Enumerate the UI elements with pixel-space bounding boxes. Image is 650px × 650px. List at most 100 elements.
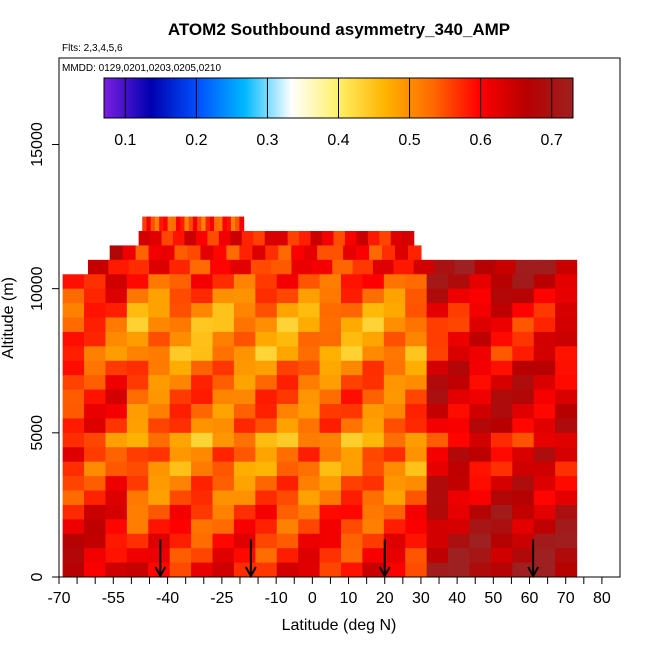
heatmap-cell bbox=[255, 504, 278, 520]
heatmap-cell bbox=[150, 231, 163, 247]
heatmap-cell bbox=[161, 245, 176, 261]
heatmap-cell bbox=[362, 548, 385, 564]
heatmap-cell bbox=[319, 461, 342, 477]
heatmap-cell bbox=[212, 375, 235, 391]
heatmap-cell bbox=[276, 231, 289, 247]
heatmap-cell bbox=[555, 548, 578, 564]
heatmap-cell bbox=[276, 562, 299, 577]
heatmap-cell bbox=[108, 259, 130, 275]
heatmap-cell bbox=[341, 303, 364, 319]
heatmap-cell bbox=[126, 317, 149, 333]
heatmap-cell bbox=[212, 447, 235, 463]
heatmap-cell bbox=[319, 490, 342, 506]
heatmap-cell bbox=[148, 447, 171, 463]
heatmap-cell bbox=[426, 418, 449, 434]
heatmap-cell bbox=[341, 274, 364, 290]
heatmap-cell bbox=[169, 504, 192, 520]
heatmap-cell bbox=[126, 461, 149, 477]
heatmap-cell bbox=[426, 303, 449, 319]
heatmap-cell bbox=[62, 404, 85, 420]
heatmap-cell bbox=[105, 519, 128, 535]
heatmap-cell bbox=[169, 274, 192, 290]
heatmap-cell bbox=[191, 288, 214, 304]
x-tick-label: 10 bbox=[340, 590, 358, 607]
heatmap-cell bbox=[555, 274, 578, 290]
heatmap-cell bbox=[191, 432, 214, 448]
heatmap-cell bbox=[169, 288, 192, 304]
heatmap-cell bbox=[167, 216, 173, 232]
heatmap-cell bbox=[469, 432, 492, 448]
heatmap-cell bbox=[490, 375, 513, 391]
heatmap-cell bbox=[469, 562, 492, 577]
heatmap-cell bbox=[105, 317, 128, 333]
heatmap-cell bbox=[84, 360, 107, 376]
heatmap-cell bbox=[212, 476, 235, 492]
heatmap-cell bbox=[533, 504, 556, 520]
heatmap-cell bbox=[264, 231, 277, 247]
x-tick-label: 20 bbox=[376, 590, 394, 607]
heatmap-cell bbox=[84, 490, 107, 506]
heatmap-cell bbox=[405, 476, 428, 492]
heatmap-cell bbox=[319, 447, 342, 463]
heatmap-cell bbox=[62, 288, 85, 304]
heatmap-cell bbox=[255, 432, 278, 448]
heatmap-cell bbox=[148, 548, 171, 564]
heatmap-cell bbox=[319, 346, 342, 362]
heatmap-cell bbox=[212, 533, 235, 549]
heatmap-cell bbox=[512, 476, 535, 492]
heatmap-cell bbox=[319, 418, 342, 434]
heatmap-cell bbox=[426, 360, 449, 376]
heatmap-cell bbox=[356, 231, 369, 247]
heatmap-cell bbox=[276, 331, 299, 347]
heatmap-cell bbox=[233, 360, 256, 376]
heatmap-cell bbox=[362, 375, 385, 391]
heatmap-cell bbox=[490, 533, 513, 549]
heatmap-cell bbox=[255, 533, 278, 549]
heatmap-cell bbox=[533, 533, 556, 549]
heatmap-cell bbox=[362, 476, 385, 492]
heatmap-cell bbox=[191, 548, 214, 564]
heatmap-cell bbox=[555, 447, 578, 463]
heatmap-cell bbox=[276, 404, 299, 420]
heatmap-cell bbox=[405, 490, 428, 506]
heatmap-cell bbox=[383, 476, 406, 492]
heatmap-cell bbox=[148, 533, 171, 549]
heatmap-cell bbox=[383, 346, 406, 362]
heatmap-cell bbox=[230, 231, 243, 247]
heatmap-cell bbox=[84, 331, 107, 347]
heatmap-cell bbox=[383, 562, 406, 577]
heatmap-cell bbox=[212, 317, 235, 333]
heatmap-cell bbox=[469, 288, 492, 304]
heatmap-cell bbox=[233, 490, 256, 506]
heatmap-cell bbox=[469, 317, 492, 333]
heatmap-cell bbox=[62, 461, 85, 477]
heatmap-cell bbox=[169, 389, 192, 405]
heatmap-cell bbox=[276, 533, 299, 549]
heatmap-cell bbox=[169, 548, 192, 564]
heatmap-cell bbox=[426, 490, 449, 506]
heatmap-cell bbox=[405, 274, 428, 290]
heatmap-cell bbox=[512, 389, 535, 405]
heatmap-cell bbox=[191, 490, 214, 506]
heatmap-cell bbox=[405, 519, 428, 535]
heatmap-cell bbox=[255, 317, 278, 333]
heatmap-cell bbox=[126, 519, 149, 535]
heatmap-cell bbox=[233, 447, 256, 463]
heatmap-cell bbox=[233, 274, 256, 290]
heatmap-cell bbox=[405, 331, 428, 347]
heatmap-cell bbox=[362, 490, 385, 506]
heatmap-cell bbox=[383, 389, 406, 405]
heatmap-cell bbox=[319, 519, 342, 535]
heatmap-cell bbox=[533, 360, 556, 376]
heatmap-cell bbox=[405, 346, 428, 362]
heatmap-cell bbox=[84, 476, 107, 492]
heatmap-cell bbox=[405, 461, 428, 477]
heatmap-cell bbox=[402, 231, 415, 247]
heatmap-cell bbox=[84, 303, 107, 319]
heatmap-cell bbox=[405, 447, 428, 463]
heatmap-cell bbox=[383, 461, 406, 477]
heatmap-cell bbox=[122, 245, 137, 261]
heatmap-cell bbox=[126, 375, 149, 391]
heatmap-cell bbox=[298, 533, 321, 549]
